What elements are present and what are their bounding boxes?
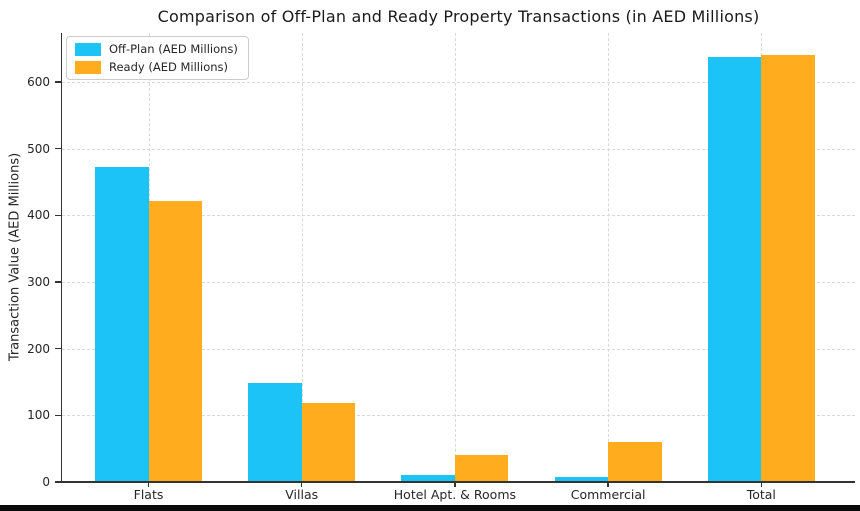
bar-ready-total [761,54,815,482]
y-tick-mark-100 [54,414,61,417]
x-tick-mark-total [760,483,763,487]
legend-label-ready: Ready (AED Millions) [109,60,228,74]
gridline-y-100 [62,415,855,417]
gridline-x-commercial [608,33,610,482]
gridline-y-600 [62,82,855,83]
x-tick-label-hotel-apt-rooms: Hotel Apt. & Rooms [393,487,517,502]
x-tick-label-flats: Flats [133,487,164,502]
y-tick-label-400: 400 [27,208,50,223]
y-axis-title: Transaction Value (AED Millions) [7,152,23,362]
bar-ready-villas [301,402,356,482]
legend-item-offplan: Off-Plan (AED Millions) [75,42,238,56]
y-tick-label-600: 600 [27,75,50,89]
bar-ready-flats [148,200,202,482]
chart-title: Comparison of Off-Plan and Ready Propert… [157,7,760,26]
bar-ready-commercial [608,442,662,482]
legend-swatch-ready [75,60,101,74]
gridline-y-500 [62,148,855,150]
y-tick-label-500: 500 [27,141,50,156]
y-tick-label-0: 0 [42,475,50,489]
x-tick-mark-commercial [607,483,609,487]
gridline-x-hotel-apt-rooms [454,33,456,482]
legend-label-offplan: Off-Plan (AED Millions) [109,42,238,56]
bar-off-plan-total [707,56,762,482]
y-tick-label-300: 300 [27,275,50,289]
plot-area: Off-Plan (AED Millions) Ready (AED Milli… [62,33,855,482]
bar-off-plan-flats [95,166,149,482]
x-tick-label-commercial: Commercial [570,487,646,502]
y-tick-mark-300 [54,281,61,283]
bar-off-plan-hotel-apt-rooms [401,475,455,482]
legend-item-ready: Ready (AED Millions) [75,60,238,74]
y-tick-label-200: 200 [27,341,50,356]
y-tick-mark-200 [54,347,61,350]
gridline-y-200 [62,348,855,350]
legend-swatch-offplan [75,42,101,56]
gridline-y-400 [62,215,855,217]
x-tick-mark-villas [300,483,303,487]
bar-off-plan-commercial [554,477,609,482]
gridline-y-300 [62,282,855,283]
bar-ready-hotel-apt-rooms [454,455,509,482]
x-axis-spine [60,481,855,483]
y-tick-mark-500 [54,147,61,150]
bottom-edge-bar [0,505,860,511]
bar-off-plan-villas [248,383,302,482]
x-tick-mark-hotel-apt-rooms [454,483,456,487]
legend: Off-Plan (AED Millions) Ready (AED Milli… [66,36,249,80]
x-tick-label-total: Total [746,487,776,502]
gridline-x-villas [301,33,303,482]
y-axis-spine [60,33,63,482]
y-tick-label-100: 100 [27,408,50,423]
x-tick-mark-flats [147,483,150,487]
x-tick-label-villas: Villas [285,487,319,502]
y-tick-mark-0 [54,481,61,483]
y-tick-mark-600 [54,81,61,83]
y-tick-mark-400 [54,214,61,217]
